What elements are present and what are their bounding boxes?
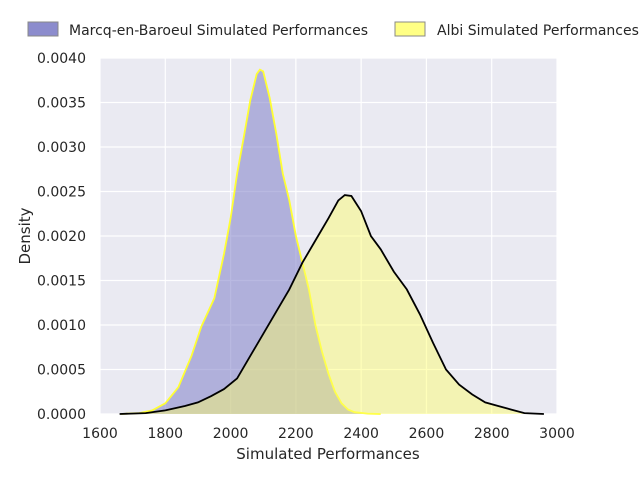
y-tick-label: 0.0015 — [37, 274, 86, 290]
y-tick-label: 0.0035 — [37, 96, 86, 112]
y-tick-label: 0.0010 — [37, 318, 86, 334]
legend-swatch-albi — [394, 21, 426, 37]
x-tick-label: 1600 — [82, 426, 118, 442]
x-tick-label: 2400 — [343, 426, 379, 442]
x-tick-label: 2600 — [409, 426, 445, 442]
y-tick-label: 0.0025 — [37, 185, 86, 201]
density-areas — [119, 68, 544, 415]
y-tick-label: 0.0040 — [37, 51, 86, 67]
x-tick-label: 3000 — [539, 426, 575, 442]
y-tick-label: 0.0000 — [37, 407, 86, 423]
y-tick-label: 0.0020 — [37, 229, 86, 245]
x-tick-label: 1800 — [147, 426, 183, 442]
legend-swatch-marcq — [27, 21, 59, 37]
x-tick-label: 2200 — [278, 426, 314, 442]
x-tick-label: 2000 — [213, 426, 249, 442]
density-area-albi — [119, 195, 544, 414]
x-tick-label: 2800 — [474, 426, 510, 442]
density-line-albi — [119, 194, 544, 415]
density-line-marcq — [121, 68, 381, 415]
y-axis-ticks: 0.0000 0.0005 0.0010 0.0015 0.0020 0.0025 0.00… — [37, 51, 86, 423]
y-tick-label: 0.0005 — [37, 363, 86, 379]
y-axis-label: Density — [16, 207, 34, 264]
legend: Marcq-en-Baroeul Simulated Performances … — [27, 21, 639, 39]
legend-label-marcq: Marcq-en-Baroeul Simulated Performances — [69, 23, 368, 39]
x-axis-ticks: 1600 1800 2000 2200 2400 2600 2800 3000 — [82, 426, 575, 442]
legend-label-albi: Albi Simulated Performances — [437, 23, 639, 39]
x-axis-label: Simulated Performances — [236, 445, 420, 463]
y-tick-label: 0.0030 — [37, 140, 86, 156]
